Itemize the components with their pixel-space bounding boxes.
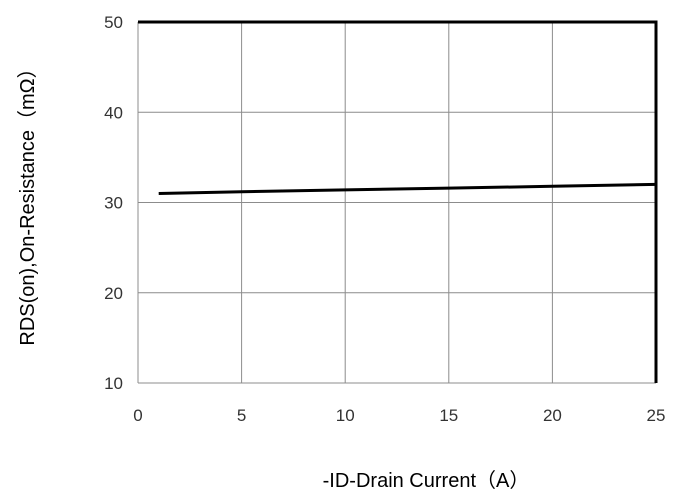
x-tick-label-15: 15 — [439, 406, 458, 425]
grid — [137, 21, 657, 384]
series-line-0 — [158, 182, 657, 195]
series-layer — [158, 182, 657, 195]
plot-frame — [138, 20, 658, 383]
x-tick-label-20: 20 — [543, 406, 562, 425]
y-axis-title: RDS(on),On-Resistance（mΩ） — [16, 58, 39, 345]
x-tick-label-10: 10 — [336, 406, 355, 425]
tick-labels: 0 5 10 15 20 25 10 20 30 40 50 — [104, 13, 665, 425]
y-tick-label-40: 40 — [104, 103, 123, 122]
x-tick-label-0: 0 — [133, 406, 142, 425]
y-tick-label-30: 30 — [104, 194, 123, 213]
x-axis-title: -ID-Drain Current（A） — [323, 469, 530, 492]
x-tick-label-5: 5 — [237, 406, 246, 425]
x-tick-label-25: 25 — [647, 406, 666, 425]
y-tick-label-20: 20 — [104, 284, 123, 303]
y-tick-label-50: 50 — [104, 13, 123, 32]
y-tick-label-10: 10 — [104, 374, 123, 393]
